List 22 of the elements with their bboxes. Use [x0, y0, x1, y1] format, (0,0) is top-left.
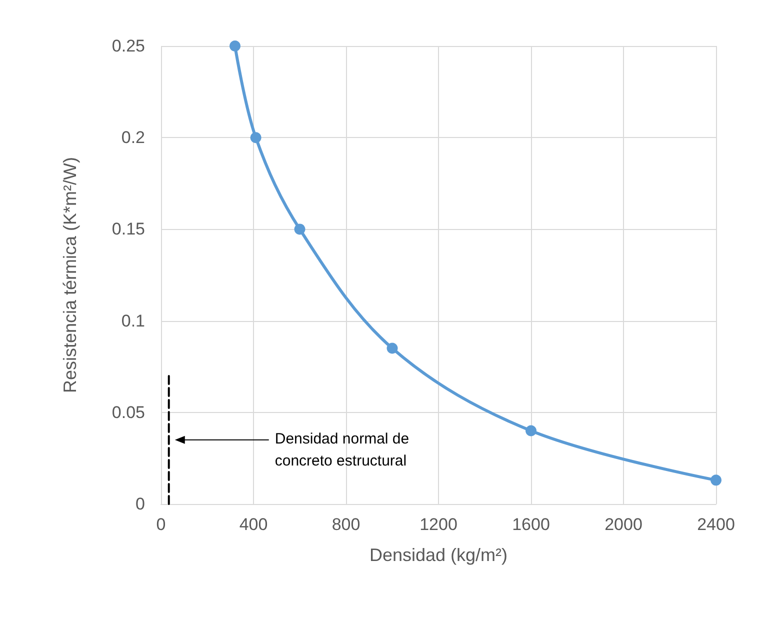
y-tick-label: 0.05 [112, 402, 145, 422]
x-tick-label: 0 [156, 515, 166, 534]
x-tick-label: 2000 [604, 515, 642, 534]
point [526, 425, 536, 436]
point [294, 224, 306, 235]
x-tick-label: 1200 [420, 515, 458, 534]
y-tick-label: 0.25 [112, 36, 145, 56]
y-axis-title: Resistencia térmica (K*m²/W) [60, 156, 80, 394]
point [230, 40, 240, 52]
x-tick-label: 2400 [697, 515, 735, 534]
point [386, 342, 398, 354]
y-tick-label: 0 [136, 494, 145, 514]
point [250, 132, 262, 144]
annotation: Densidad normal de concreto estructural [274, 430, 410, 470]
x-axis-title: Densidad (kg/m²) [369, 545, 508, 565]
y-tick-label: 0.15 [112, 220, 145, 239]
x-tick-label: 400 [239, 515, 268, 534]
y-tick-label: 0.2 [121, 128, 145, 148]
x-tick-label: 1600 [512, 515, 550, 534]
point [710, 474, 722, 486]
y-tick-label: 0.1 [121, 311, 145, 330]
x-tick-label: 800 [332, 515, 360, 534]
